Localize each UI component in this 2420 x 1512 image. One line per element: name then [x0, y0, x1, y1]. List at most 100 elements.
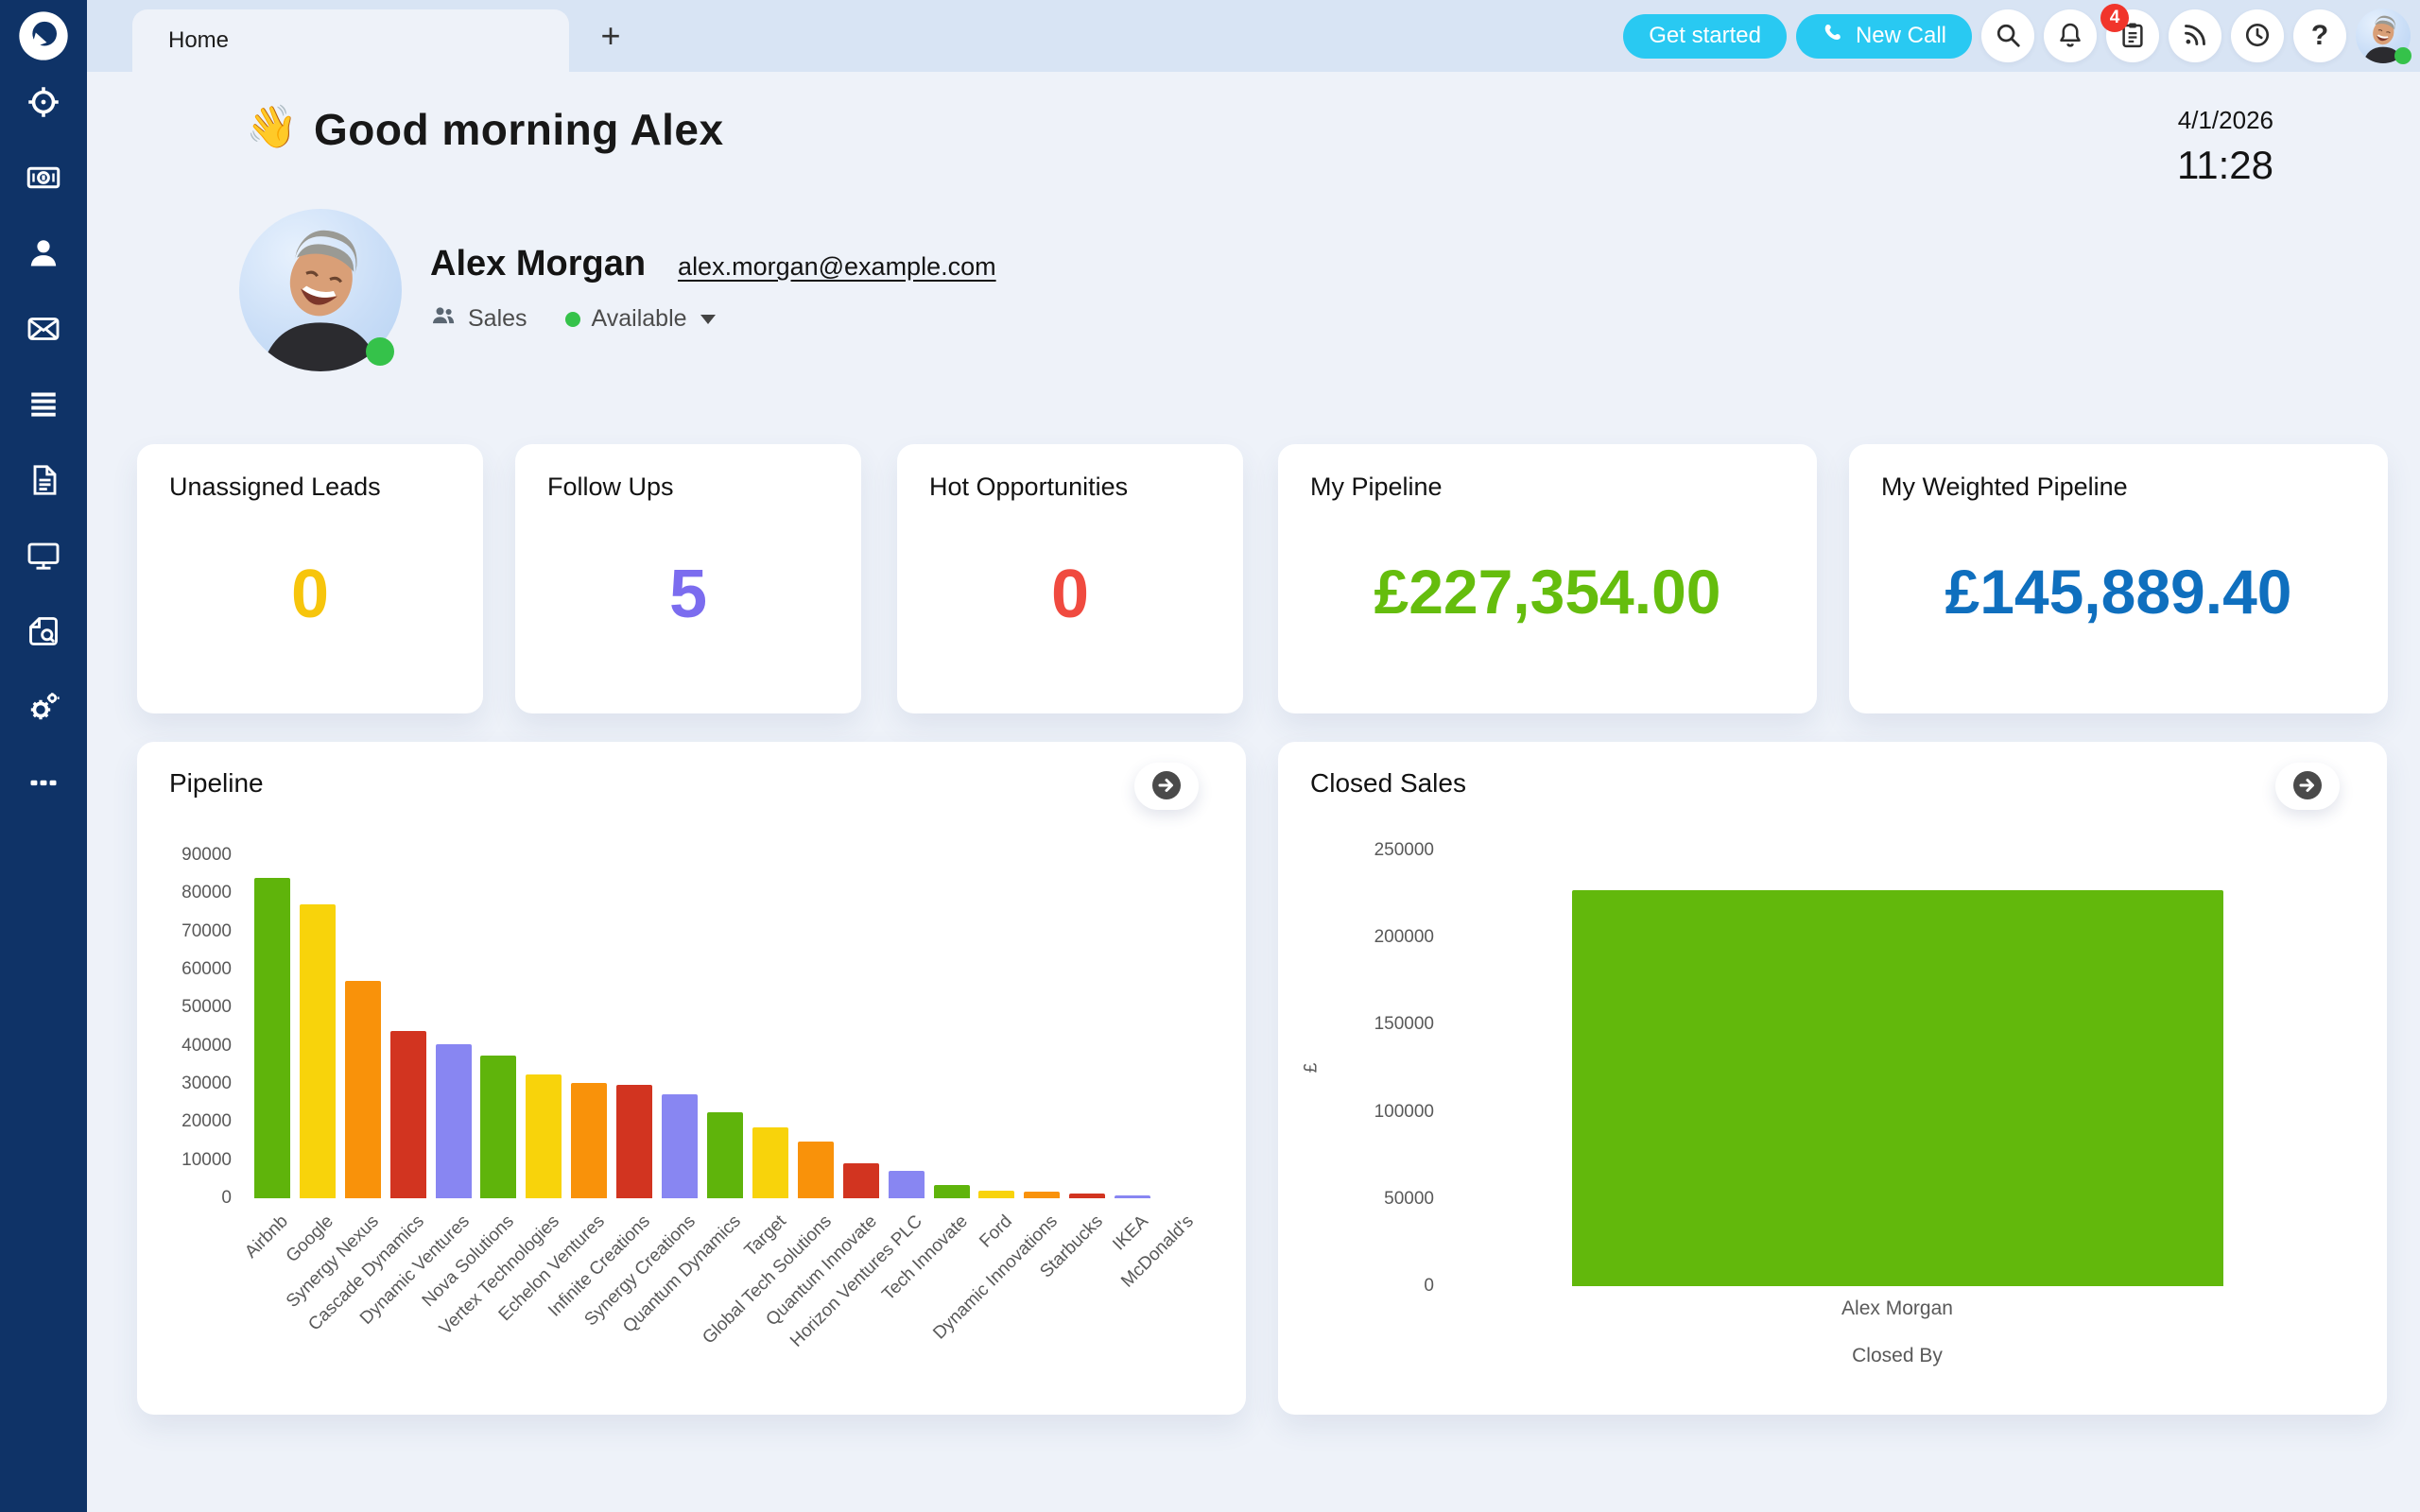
topbar: Home + Get started New Call 4 — [87, 0, 2420, 72]
y-axis-tick-label: 100000 — [1374, 1101, 1434, 1122]
y-axis-tick-label: 50000 — [182, 997, 232, 1018]
help-icon: ? — [2310, 20, 2329, 51]
list-icon — [26, 387, 60, 424]
sidebar-item-pipelines[interactable] — [26, 387, 61, 423]
chart-bar[interactable] — [933, 1184, 970, 1198]
chart-bar[interactable] — [299, 904, 336, 1198]
profile-avatar[interactable] — [239, 209, 402, 371]
x-axis-category-label: Alex Morgan — [1841, 1297, 1953, 1319]
chart-bar[interactable] — [1571, 889, 2223, 1286]
stat-card[interactable]: My Pipeline £227,354.00 — [1278, 444, 1817, 713]
search-button[interactable] — [1981, 9, 2034, 62]
pipeline-open-button[interactable] — [1134, 763, 1199, 810]
clipboard-icon — [2118, 21, 2147, 52]
history-button[interactable] — [2231, 9, 2284, 62]
team-label: Sales — [468, 305, 527, 332]
group-icon — [430, 302, 457, 335]
main-content: 👋 Good morning Alex 4/1/2026 11:28 Alex — [87, 72, 2420, 1512]
y-axis-tick-label: 60000 — [182, 959, 232, 979]
availability-dot-icon — [564, 311, 580, 327]
sidebar-item-mail[interactable] — [26, 312, 61, 348]
chart-bar[interactable] — [842, 1162, 879, 1198]
status-dot — [366, 337, 394, 366]
stat-card-value: £227,354.00 — [1374, 557, 1721, 627]
y-axis-tick-label: 200000 — [1374, 927, 1434, 948]
sidebar-item-settings[interactable] — [26, 690, 61, 726]
profile-email-link[interactable]: alex.morgan@example.com — [678, 252, 996, 281]
y-axis-title: £ — [1301, 1062, 1322, 1073]
sidebar-item-screen[interactable] — [26, 539, 61, 575]
sidebar-item-documents[interactable] — [26, 463, 61, 499]
chart-bar[interactable] — [435, 1043, 472, 1198]
tab-home[interactable]: Home — [132, 9, 569, 72]
sidebar-item-leads[interactable] — [26, 85, 61, 121]
sidebar-nav — [26, 85, 61, 841]
chart-bar[interactable] — [797, 1141, 834, 1198]
arrow-right-circle-icon — [1150, 768, 1184, 805]
y-axis-tick-label: 0 — [1424, 1276, 1434, 1296]
closed-sales-open-button[interactable] — [2275, 763, 2340, 810]
user-avatar[interactable] — [2356, 9, 2411, 64]
tab-home-label: Home — [168, 27, 230, 53]
gears-icon — [26, 690, 60, 727]
stat-card-title: Unassigned Leads — [169, 472, 381, 501]
pipeline-chart: 0 10000 20000 30000 40000 50000 60000 70000 8000… — [137, 742, 1246, 1415]
get-started-button[interactable]: Get started — [1623, 13, 1787, 59]
sidebar-item-contacts[interactable] — [26, 236, 61, 272]
chart-bar[interactable] — [480, 1055, 517, 1198]
chart-bar[interactable] — [888, 1170, 925, 1198]
chart-bar[interactable] — [978, 1190, 1015, 1198]
stat-card[interactable]: Hot Opportunities 0 — [897, 444, 1243, 713]
clock-icon — [2243, 21, 2272, 52]
chart-bar[interactable] — [526, 1074, 562, 1198]
monitor-icon — [26, 539, 60, 576]
stat-card-title: My Weighted Pipeline — [1881, 472, 2128, 501]
app-logo-icon[interactable] — [17, 9, 70, 62]
chart-bar[interactable] — [1069, 1194, 1106, 1198]
search-icon — [1994, 21, 2022, 52]
datetime-block: 4/1/2026 11:28 — [2177, 106, 2273, 188]
chart-bar[interactable] — [752, 1127, 788, 1198]
chart-bar[interactable] — [662, 1094, 699, 1198]
stat-card[interactable]: Follow Ups 5 — [515, 444, 861, 713]
chart-bar[interactable] — [707, 1112, 743, 1198]
notifications-button[interactable] — [2044, 9, 2097, 62]
current-date: 4/1/2026 — [2177, 106, 2273, 134]
y-axis-tick-label: 30000 — [182, 1074, 232, 1093]
chart-bar[interactable] — [571, 1083, 608, 1198]
pipeline-chart-title: Pipeline — [169, 768, 264, 798]
y-axis-tick-label: 80000 — [182, 883, 232, 903]
closed-sales-chart: 0 50000 100000 150000 200000 250000 Alex Morga… — [1278, 742, 2387, 1415]
sidebar-item-more[interactable] — [26, 765, 61, 801]
team-label-group: Sales — [430, 302, 527, 335]
stat-card-value: 0 — [290, 557, 330, 632]
stat-card[interactable]: Unassigned Leads 0 — [137, 444, 483, 713]
envelope-icon — [26, 312, 60, 349]
stat-card-value: 5 — [668, 557, 708, 632]
help-button[interactable]: ? — [2293, 9, 2346, 62]
page-greeting: Good morning Alex — [314, 105, 724, 154]
feed-button[interactable] — [2169, 9, 2221, 62]
new-call-button[interactable]: New Call — [1795, 13, 1972, 59]
chart-bar[interactable] — [253, 878, 290, 1198]
new-tab-button[interactable]: + — [588, 13, 633, 59]
document-icon — [26, 463, 60, 500]
availability-dropdown[interactable]: Available — [564, 305, 716, 333]
arrow-right-circle-icon — [2290, 768, 2325, 805]
banknote-icon — [26, 161, 60, 198]
chart-bar[interactable] — [344, 981, 381, 1198]
pipeline-card: Pipeline 0 10000 20000 30000 40000 50000 60000… — [137, 742, 1246, 1415]
chart-bar[interactable] — [616, 1084, 653, 1198]
chart-bar[interactable] — [1115, 1194, 1151, 1198]
sidebar — [0, 0, 87, 1512]
tasks-button[interactable]: 4 — [2100, 4, 2159, 62]
sidebar-item-quotes[interactable] — [26, 614, 61, 650]
chart-bar[interactable] — [1024, 1192, 1061, 1198]
y-axis-tick-label: 50000 — [1384, 1188, 1434, 1209]
sidebar-item-deals[interactable] — [26, 161, 61, 197]
stat-card-title: My Pipeline — [1310, 472, 1443, 501]
notification-badge: 4 — [2100, 4, 2129, 32]
chart-bar[interactable] — [389, 1030, 426, 1198]
stat-card[interactable]: My Weighted Pipeline £145,889.40 — [1849, 444, 2388, 713]
status-dot — [2394, 47, 2411, 64]
